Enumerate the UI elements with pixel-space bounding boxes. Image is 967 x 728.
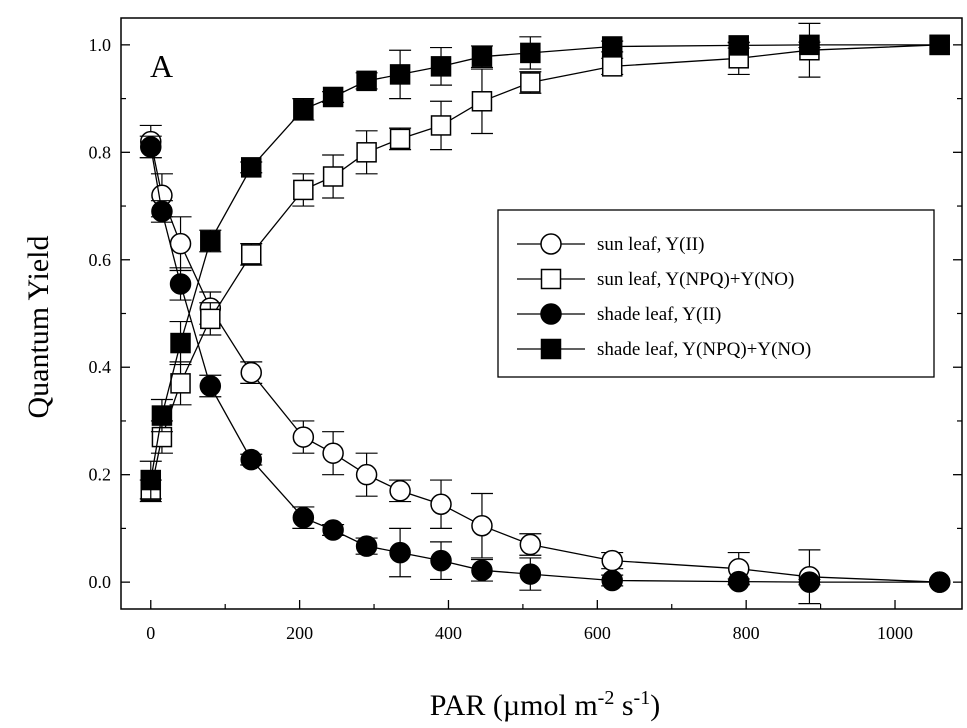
y-tick-label: 1.0 — [89, 35, 112, 55]
data-point — [601, 36, 623, 57]
data-point — [356, 142, 377, 163]
legend-item: sun leaf, Y(NPQ)+Y(NO) — [517, 268, 794, 290]
series-line — [150, 44, 940, 481]
y-tick-label: 0.8 — [89, 142, 112, 162]
x-tick-label: 0 — [146, 623, 155, 643]
data-point — [430, 493, 452, 515]
data-point — [389, 541, 411, 564]
data-point — [430, 56, 452, 77]
series-line — [150, 44, 940, 491]
x-axis-title-end: ) — [650, 689, 660, 722]
data-point — [240, 361, 262, 384]
legend-marker — [540, 303, 562, 325]
x-axis-title: PAR (µmol m-2 s-1) — [430, 687, 660, 722]
x-tick-label: 200 — [286, 623, 313, 643]
series-layer — [139, 22, 951, 605]
series-3 — [139, 135, 951, 593]
legend-item: sun leaf, Y(II) — [517, 233, 704, 255]
data-point — [519, 563, 542, 585]
data-point — [519, 533, 542, 556]
data-point — [151, 405, 173, 426]
legend-label: shade leaf, Y(NPQ)+Y(NO) — [597, 339, 811, 360]
data-point — [322, 442, 344, 464]
data-point — [727, 570, 750, 593]
data-point — [520, 72, 541, 93]
data-point — [355, 535, 378, 557]
data-point — [471, 91, 493, 112]
legend-item: shade leaf, Y(II) — [517, 303, 721, 325]
data-point — [140, 136, 162, 158]
legend-item: shade leaf, Y(NPQ)+Y(NO) — [517, 338, 811, 360]
data-point — [292, 426, 315, 448]
data-point — [293, 179, 314, 201]
panel-label: A — [150, 48, 173, 84]
data-point — [240, 448, 262, 471]
y-tick-label: 0.0 — [89, 572, 112, 592]
data-point — [169, 232, 192, 255]
data-point — [728, 35, 749, 56]
data-point — [799, 34, 820, 56]
data-point — [292, 506, 315, 529]
data-point — [151, 200, 173, 223]
data-point — [601, 569, 623, 592]
x-axis-title-main: PAR (µmol m — [430, 689, 598, 722]
data-point — [389, 64, 411, 85]
data-point — [293, 99, 314, 120]
data-point — [200, 308, 221, 330]
data-point — [140, 469, 162, 491]
legend-marker — [540, 268, 562, 290]
axes: 0 200 400 600 800 1000 0.0 0.2 0.4 0.6 0.8 1.0 — [89, 17, 963, 643]
x-axis-title-sup-s: -1 — [634, 687, 651, 709]
data-point — [601, 549, 623, 572]
x-tick-label: 1000 — [877, 623, 913, 643]
series-line — [150, 141, 940, 583]
data-point — [601, 56, 623, 77]
data-point — [520, 42, 541, 64]
legend-label: sun leaf, Y(NPQ)+Y(NO) — [597, 269, 794, 290]
data-point — [240, 157, 262, 178]
data-point — [471, 46, 493, 67]
data-point — [240, 244, 262, 265]
x-tick-label: 600 — [584, 623, 611, 643]
legend-label: shade leaf, Y(II) — [597, 304, 721, 325]
legend-label: sun leaf, Y(II) — [597, 234, 704, 255]
data-point — [430, 549, 452, 572]
y-axis-title: Quantum Yield — [22, 235, 55, 418]
data-point — [170, 373, 191, 394]
data-point — [170, 332, 191, 354]
data-point — [929, 34, 950, 56]
x-axis-title-sup-m: -2 — [598, 687, 615, 709]
legend-marker — [540, 338, 562, 360]
data-point — [169, 273, 192, 295]
data-point — [355, 463, 378, 486]
data-point — [322, 166, 344, 187]
data-point — [471, 514, 493, 537]
data-point — [356, 70, 377, 92]
data-point — [430, 115, 452, 136]
series-line — [150, 146, 940, 583]
data-point — [471, 559, 493, 582]
x-axis-title-mid: s — [614, 689, 633, 722]
y-tick-label: 0.6 — [89, 250, 112, 270]
legend-marker — [540, 233, 562, 255]
data-point — [200, 230, 221, 252]
data-point — [928, 571, 951, 593]
x-tick-label: 400 — [435, 623, 462, 643]
data-point — [389, 128, 411, 150]
data-point — [199, 375, 222, 397]
data-point — [798, 571, 821, 593]
data-point — [389, 480, 411, 502]
data-point — [322, 86, 344, 108]
x-tick-label: 800 — [733, 623, 760, 643]
legend: sun leaf, Y(II) sun leaf, Y(NPQ)+Y(NO) sha… — [497, 209, 935, 378]
series-4 — [139, 34, 950, 500]
data-point — [322, 519, 344, 541]
y-tick-label: 0.4 — [89, 357, 112, 377]
y-tick-label: 0.2 — [89, 465, 112, 485]
